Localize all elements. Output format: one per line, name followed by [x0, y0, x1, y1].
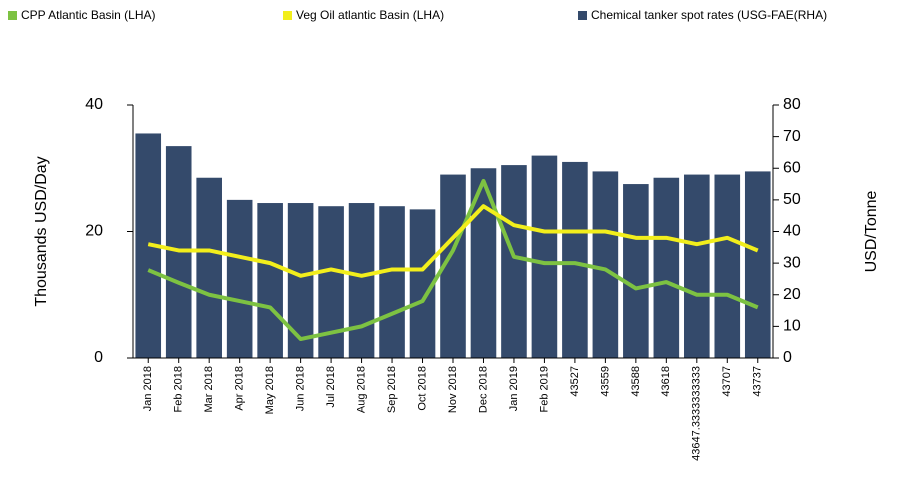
- x-tick-label: Jun 2018: [295, 366, 307, 411]
- x-tick-label: Nov 2018: [447, 366, 459, 413]
- x-tick-label: 43647.3333333333: [691, 366, 703, 461]
- x-tick-label: Sep 2018: [386, 366, 398, 413]
- y-tick-label: 20: [85, 223, 103, 240]
- y2-tick-label: 0: [783, 349, 792, 366]
- bar: [257, 203, 283, 358]
- x-tick-label: 43588: [630, 366, 642, 397]
- bar: [379, 206, 405, 358]
- y2-tick-label: 70: [783, 128, 801, 145]
- y2-tick-label: 60: [783, 159, 801, 176]
- bar: [501, 165, 527, 358]
- line: [147, 204, 759, 278]
- legend-label: Chemical tanker spot rates (USG-FAE(RHA): [591, 8, 827, 22]
- bar: [287, 203, 314, 358]
- y2-tick-label: 80: [783, 96, 801, 113]
- y2-tick-label: 50: [783, 191, 801, 208]
- x-tick-label: Jan 2018: [142, 366, 154, 411]
- x-tick-label: Oct 2018: [416, 366, 428, 411]
- legend-label: Veg Oil atlantic Basin (LHA): [296, 8, 444, 22]
- bar: [196, 177, 222, 358]
- x-tick-label: Jul 2018: [325, 366, 337, 408]
- y-tick-label: 40: [85, 96, 103, 113]
- x-tick-label: May 2018: [264, 366, 276, 414]
- x-tick-label: Feb 2018: [173, 366, 185, 412]
- y2-tick-label: 10: [783, 318, 801, 335]
- legend-swatch: [8, 11, 17, 20]
- bar: [562, 161, 588, 358]
- x-tick-label: 43618: [660, 366, 672, 397]
- line: [147, 178, 759, 342]
- x-tick-label: Jan 2019: [508, 366, 520, 411]
- y-tick-label: 0: [94, 349, 103, 366]
- x-tick-label: Dec 2018: [477, 366, 489, 413]
- bar: [653, 177, 680, 358]
- bar: [592, 171, 619, 358]
- y2-tick-label: 40: [783, 223, 801, 240]
- y2-tick-label: 20: [783, 286, 801, 303]
- bar: [744, 171, 771, 358]
- y2-axis-label: USD/Tonne: [863, 190, 880, 272]
- x-tick-label: Feb 2019: [538, 366, 550, 412]
- legend-swatch: [283, 11, 292, 20]
- y2-tick-label: 30: [783, 254, 801, 271]
- legend-label: CPP Atlantic Basin (LHA): [21, 8, 156, 22]
- bar: [531, 155, 558, 358]
- bar: [348, 203, 375, 358]
- x-tick-label: Aug 2018: [355, 366, 367, 413]
- bar: [714, 174, 741, 358]
- x-tick-label: 43527: [569, 366, 581, 397]
- y-axis-label: Thousands USD/Day: [33, 156, 50, 306]
- bar: [684, 174, 710, 358]
- x-tick-label: Mar 2018: [203, 366, 215, 412]
- bar: [623, 184, 649, 358]
- x-tick-label: 43559: [599, 366, 611, 397]
- x-tick-label: 43737: [752, 366, 764, 397]
- x-tick-label: Apr 2018: [234, 366, 246, 411]
- x-tick-label: 43707: [721, 366, 733, 397]
- bar: [226, 199, 253, 358]
- legend-swatch: [578, 11, 587, 20]
